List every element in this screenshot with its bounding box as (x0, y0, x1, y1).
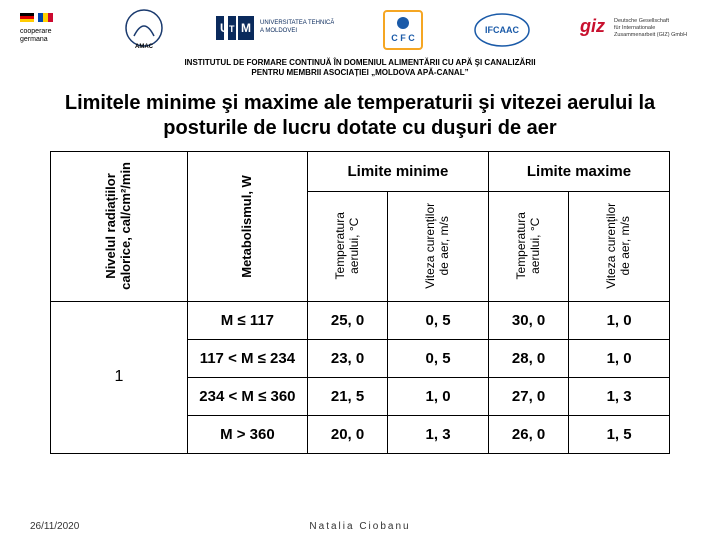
cell-vmin: 0, 5 (388, 301, 489, 339)
header-vel-max: Viteza curențilorde aer, m/s (569, 191, 670, 301)
svg-text:germana: germana (20, 36, 48, 43)
cell-m: M > 360 (187, 415, 307, 453)
institute-line-2: PENTRU MEMBRII ASOCIAȚIEI „MOLDOVA APĂ-C… (251, 68, 468, 77)
cell-vmax: 1, 0 (569, 339, 670, 377)
table-row: 1 M ≤ 117 25, 0 0, 5 30, 0 1, 0 (51, 301, 670, 339)
cell-m: M ≤ 117 (187, 301, 307, 339)
cell-vmax: 1, 5 (569, 415, 670, 453)
header-temp-max: Temperaturaaerului, °C (488, 191, 568, 301)
header-metabolism: Metabolismul, W (187, 151, 307, 301)
cell-tmax: 27, 0 (488, 377, 568, 415)
cell-tmax: 30, 0 (488, 301, 568, 339)
svg-text:AMAC: AMAC (135, 44, 154, 50)
svg-text:Zusammenarbeit (GIZ) GmbH: Zusammenarbeit (GIZ) GmbH (614, 32, 687, 38)
logo-ifcaac: IFCAAC (472, 10, 532, 50)
svg-text:Deutsche Gesellschaft: Deutsche Gesellschaft (614, 18, 669, 24)
svg-text:IFCAAC: IFCAAC (485, 25, 519, 35)
footer-author: Natalia Ciobanu (309, 521, 410, 532)
cell-tmin: 25, 0 (307, 301, 387, 339)
cell-vmax: 1, 3 (569, 377, 670, 415)
institute-line-1: INSTITUTUL DE FORMARE CONTINUĂ ÎN DOMENI… (184, 58, 535, 67)
header-metabolism-text: Metabolismul, W (240, 176, 255, 279)
svg-text:giz: giz (580, 16, 605, 36)
header-radiation-level: Nivelul radiațiilorcalorice, cal/cm²/min (51, 151, 188, 301)
header-radiation-text: Nivelul radiațiilorcalorice, cal/cm²/min (104, 162, 134, 290)
logo-utm: UT M UNIVERSITATEA TEHNICĂ A MOLDOVEI (214, 10, 334, 50)
page-title: Limitele minime şi maxime ale temperatur… (0, 85, 720, 151)
header-max-group: Limite maxime (488, 151, 669, 191)
svg-text:M: M (241, 21, 251, 35)
cell-vmin: 1, 0 (388, 377, 489, 415)
cell-m: 117 < M ≤ 234 (187, 339, 307, 377)
cell-tmax: 26, 0 (488, 415, 568, 453)
footer: 26/11/2020 Natalia Ciobanu (0, 521, 720, 532)
cell-tmax: 28, 0 (488, 339, 568, 377)
header-vel-min: Viteza curențilorde aer, m/s (388, 191, 489, 301)
logo-bar: cooperare germana AMAC UT M UNIVERSITATE… (0, 0, 720, 56)
limits-table: Nivelul radiațiilorcalorice, cal/cm²/min… (50, 151, 670, 454)
logo-cfc: C F C (382, 9, 424, 51)
svg-text:UNIVERSITATEA TEHNICĂ: UNIVERSITATEA TEHNICĂ (260, 19, 334, 26)
institute-subtitle: INSTITUTUL DE FORMARE CONTINUĂ ÎN DOMENI… (0, 56, 720, 85)
svg-text:U: U (220, 21, 229, 35)
svg-text:A MOLDOVEI: A MOLDOVEI (260, 28, 297, 34)
header-temp-min: Temperaturaaerului, °C (307, 191, 387, 301)
cell-tmin: 21, 5 (307, 377, 387, 415)
level-cell: 1 (51, 301, 188, 453)
cell-tmin: 23, 0 (307, 339, 387, 377)
cell-tmin: 20, 0 (307, 415, 387, 453)
svg-text:cooperare: cooperare (20, 28, 52, 35)
cell-m: 234 < M ≤ 360 (187, 377, 307, 415)
logo-giz: giz Deutsche Gesellschaft für Internatio… (580, 10, 700, 50)
cell-vmin: 0, 5 (388, 339, 489, 377)
svg-text:T: T (229, 24, 235, 34)
logo-cooperare-germana: cooperare germana (20, 13, 74, 47)
header-min-group: Limite minime (307, 151, 488, 191)
cell-vmax: 1, 0 (569, 301, 670, 339)
data-table-container: Nivelul radiațiilorcalorice, cal/cm²/min… (0, 151, 720, 454)
cell-vmin: 1, 3 (388, 415, 489, 453)
svg-text:C F C: C F C (391, 33, 415, 43)
footer-date: 26/11/2020 (30, 521, 79, 532)
svg-text:für Internationale: für Internationale (614, 25, 655, 31)
logo-amac: AMAC (122, 8, 166, 52)
flag-icon: cooperare germana (20, 13, 74, 47)
